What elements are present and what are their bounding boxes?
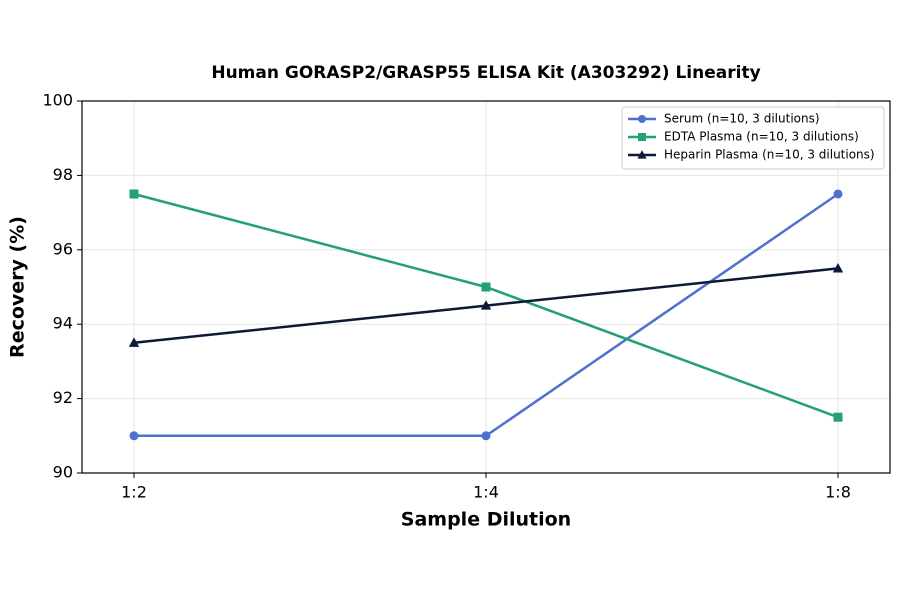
y-tick-label: 94 [53,314,73,333]
marker [481,431,491,441]
marker [833,412,843,422]
marker [128,337,140,347]
x-tick-label: 1:4 [473,483,499,502]
marker [638,115,646,123]
legend-label: EDTA Plasma (n=10, 3 dilutions) [664,130,859,144]
legend-label: Heparin Plasma (n=10, 3 dilutions) [664,148,875,162]
plot-frame [81,100,891,474]
marker [833,189,843,199]
legend-box [621,106,885,170]
x-tick-label: 1:2 [121,483,147,502]
marker [481,282,491,292]
marker [637,150,647,159]
chart-title: Human GORASP2/GRASP55 ELISA Kit (A303292… [211,63,760,83]
y-axis-label: Recovery (%) [7,216,29,358]
marker [832,263,844,273]
y-tick-label: 100 [42,91,73,110]
x-axis-label: Sample Dilution [401,509,571,531]
legend-label: Serum (n=10, 3 dilutions) [664,112,820,126]
x-tick-label: 1:8 [825,483,851,502]
marker [638,133,646,141]
y-tick-label: 92 [53,388,73,407]
y-tick-label: 90 [53,463,73,482]
marker [480,300,492,310]
y-tick-label: 96 [53,239,73,258]
marker [129,431,139,441]
marker [129,189,139,199]
y-tick-label: 98 [53,165,73,184]
